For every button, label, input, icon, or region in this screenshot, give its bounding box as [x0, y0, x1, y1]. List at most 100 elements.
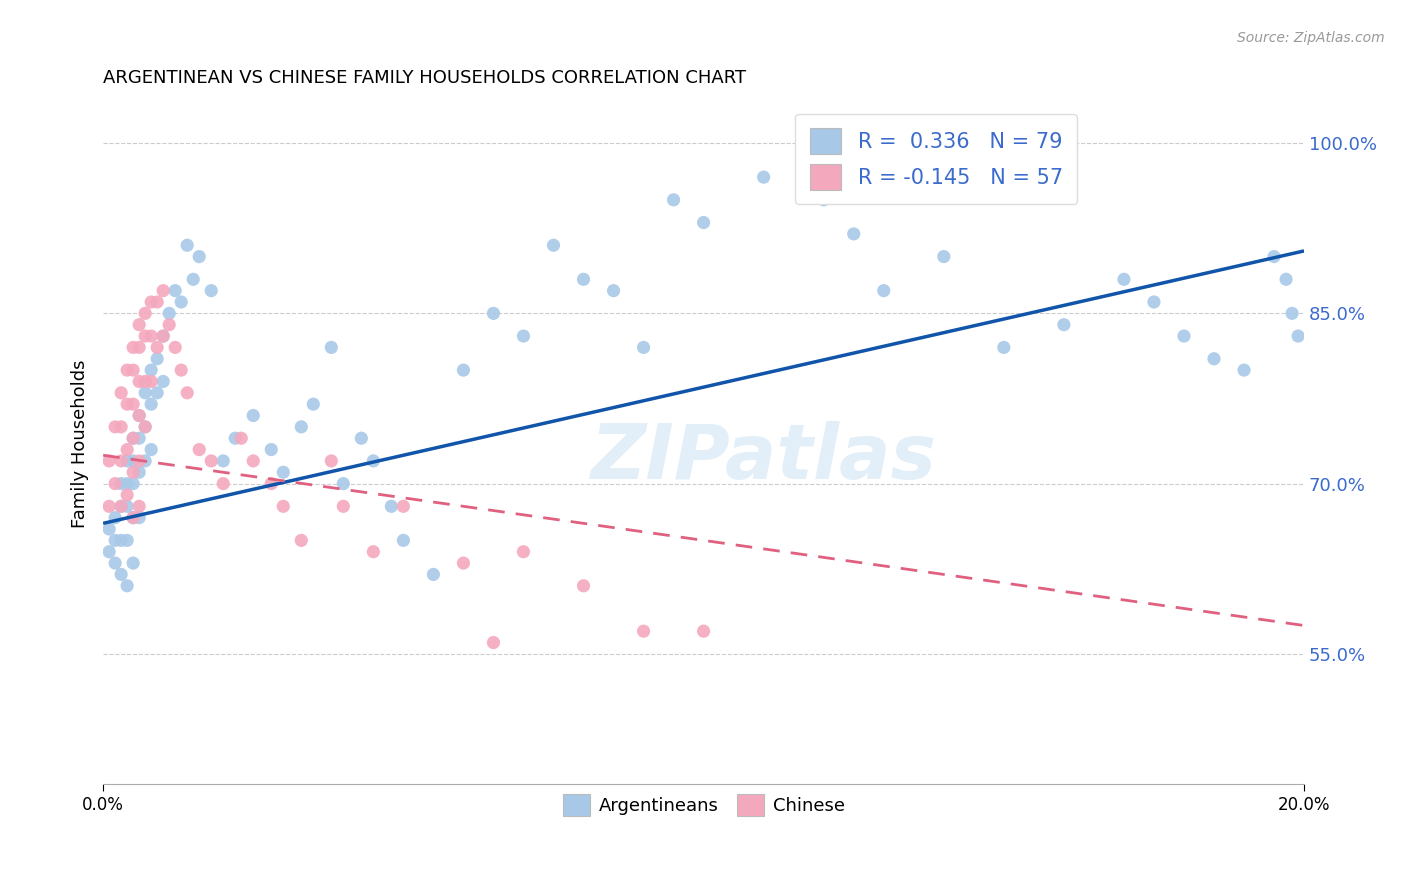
Point — [422, 567, 444, 582]
Point — [134, 329, 156, 343]
Point — [141, 397, 163, 411]
Point — [152, 329, 174, 343]
Point — [692, 215, 714, 229]
Point — [1275, 272, 1298, 286]
Point — [271, 465, 294, 479]
Point — [104, 556, 127, 570]
Point — [176, 385, 198, 400]
Point — [572, 272, 595, 286]
Point — [512, 545, 534, 559]
Point — [110, 476, 132, 491]
Point — [110, 533, 132, 548]
Point — [1112, 272, 1135, 286]
Point — [157, 306, 180, 320]
Point — [98, 500, 121, 514]
Point — [122, 510, 145, 524]
Point — [115, 579, 138, 593]
Point — [350, 431, 373, 445]
Point — [572, 579, 595, 593]
Point — [141, 442, 163, 457]
Point — [1281, 306, 1303, 320]
Point — [152, 375, 174, 389]
Point — [128, 409, 150, 423]
Point — [146, 385, 169, 400]
Point — [170, 295, 193, 310]
Point — [122, 476, 145, 491]
Point — [128, 340, 150, 354]
Point — [128, 409, 150, 423]
Point — [165, 284, 187, 298]
Point — [392, 500, 415, 514]
Point — [1053, 318, 1076, 332]
Point — [134, 375, 156, 389]
Point — [260, 442, 283, 457]
Point — [392, 533, 415, 548]
Point — [1233, 363, 1256, 377]
Point — [692, 624, 714, 639]
Point — [104, 533, 127, 548]
Point — [932, 250, 955, 264]
Point — [332, 500, 354, 514]
Point — [122, 431, 145, 445]
Text: Source: ZipAtlas.com: Source: ZipAtlas.com — [1237, 31, 1385, 45]
Point — [332, 476, 354, 491]
Point — [146, 340, 169, 354]
Point — [993, 340, 1015, 354]
Point — [290, 420, 312, 434]
Y-axis label: Family Households: Family Households — [72, 359, 89, 528]
Point — [98, 545, 121, 559]
Point — [321, 454, 343, 468]
Point — [482, 306, 505, 320]
Text: ZIPatlas: ZIPatlas — [591, 420, 936, 494]
Point — [104, 476, 127, 491]
Point — [321, 340, 343, 354]
Legend: Argentineans, Chinese: Argentineans, Chinese — [555, 787, 852, 823]
Point — [122, 465, 145, 479]
Point — [98, 454, 121, 468]
Point — [128, 500, 150, 514]
Point — [200, 284, 222, 298]
Text: ARGENTINEAN VS CHINESE FAMILY HOUSEHOLDS CORRELATION CHART: ARGENTINEAN VS CHINESE FAMILY HOUSEHOLDS… — [103, 69, 747, 87]
Point — [128, 465, 150, 479]
Point — [1202, 351, 1225, 366]
Point — [110, 420, 132, 434]
Point — [110, 500, 132, 514]
Point — [128, 375, 150, 389]
Point — [1286, 329, 1309, 343]
Point — [122, 454, 145, 468]
Point — [122, 363, 145, 377]
Point — [141, 375, 163, 389]
Point — [200, 454, 222, 468]
Point — [212, 454, 235, 468]
Point — [873, 284, 896, 298]
Point — [752, 170, 775, 185]
Point — [134, 306, 156, 320]
Point — [104, 420, 127, 434]
Point — [115, 363, 138, 377]
Point — [134, 420, 156, 434]
Point — [122, 510, 145, 524]
Point — [290, 533, 312, 548]
Point — [157, 318, 180, 332]
Point — [181, 272, 204, 286]
Point — [1143, 295, 1166, 310]
Point — [128, 510, 150, 524]
Point — [543, 238, 565, 252]
Point — [1173, 329, 1195, 343]
Point — [115, 442, 138, 457]
Point — [453, 363, 475, 377]
Point — [188, 250, 211, 264]
Point — [146, 351, 169, 366]
Point — [842, 227, 865, 241]
Point — [602, 284, 624, 298]
Point — [271, 500, 294, 514]
Point — [242, 454, 264, 468]
Point — [146, 295, 169, 310]
Point — [165, 340, 187, 354]
Point — [662, 193, 685, 207]
Point — [115, 476, 138, 491]
Point — [134, 385, 156, 400]
Point — [302, 397, 325, 411]
Point — [128, 431, 150, 445]
Point — [110, 454, 132, 468]
